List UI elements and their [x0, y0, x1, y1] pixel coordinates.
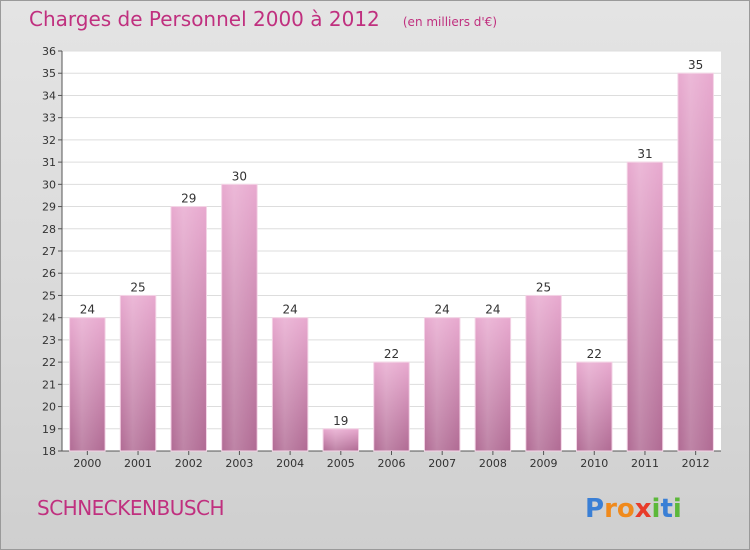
x-tick-label-2001: 2001: [124, 457, 152, 470]
bar-shine-2000: [69, 317, 106, 451]
x-tick-label-2010: 2010: [580, 457, 608, 470]
x-tick-label-2011: 2011: [631, 457, 659, 470]
logo-letter: i: [652, 494, 661, 524]
data-label-2011: 31: [637, 147, 652, 161]
y-tick-label-35: 35: [42, 67, 56, 80]
bar-shine-2001: [120, 295, 156, 451]
y-tick-label-20: 20: [42, 401, 56, 414]
logo-letter: P: [585, 494, 604, 524]
y-tick-label-36: 36: [42, 45, 56, 58]
y-tick-label-33: 33: [42, 112, 56, 125]
x-tick-label-2000: 2000: [73, 457, 101, 470]
data-label-2004: 24: [282, 303, 297, 317]
chart-unit: (en milliers d'€): [402, 15, 497, 29]
y-tick-label-24: 24: [42, 312, 56, 325]
x-tick-label-2009: 2009: [530, 457, 558, 470]
data-label-2008: 24: [485, 303, 500, 317]
y-tick-label-27: 27: [42, 245, 56, 258]
title-block: Charges de Personnel 2000 à 2012 (en mil…: [29, 7, 497, 31]
y-tick-label-31: 31: [42, 156, 56, 169]
x-tick-label-2005: 2005: [327, 457, 355, 470]
proxiti-logo: Proxiti: [585, 494, 682, 524]
bar-shine-2007: [424, 317, 460, 451]
logo-letter: i: [673, 494, 682, 524]
bar-shine-2010: [576, 362, 613, 451]
data-label-2005: 19: [333, 414, 348, 428]
x-tick-label-2008: 2008: [479, 457, 507, 470]
y-tick-label-19: 19: [42, 423, 56, 436]
y-tick-label-29: 29: [42, 201, 56, 214]
data-label-2009: 25: [536, 280, 551, 294]
x-tick-label-2004: 2004: [276, 457, 304, 470]
y-tick-label-32: 32: [42, 134, 56, 147]
bar-shine-2005: [323, 428, 359, 451]
data-label-2012: 35: [688, 58, 703, 72]
y-tick-label-28: 28: [42, 223, 56, 236]
bar-shine-2003: [221, 184, 258, 452]
y-tick-label-34: 34: [42, 89, 56, 102]
bar-shine-2009: [525, 295, 562, 451]
logo-letter: o: [617, 494, 635, 524]
y-tick-label-26: 26: [42, 267, 56, 280]
data-label-2006: 22: [384, 347, 399, 361]
bar-shine-2012: [677, 73, 714, 451]
logo-text: Proxiti: [585, 494, 682, 524]
commune-name: SCHNECKENBUSCH: [37, 496, 225, 520]
y-tick-label-30: 30: [42, 178, 56, 191]
chart-title: Charges de Personnel 2000 à 2012: [29, 7, 380, 31]
y-tick-label-21: 21: [42, 378, 56, 391]
data-label-2010: 22: [587, 347, 602, 361]
x-tick-label-2002: 2002: [175, 457, 203, 470]
bar-shine-2011: [627, 162, 663, 451]
y-tick-label-25: 25: [42, 289, 56, 302]
data-label-2003: 30: [232, 169, 247, 183]
logo-letter: t: [660, 494, 672, 524]
x-tick-label-2003: 2003: [225, 457, 253, 470]
bar-shine-2008: [475, 317, 511, 451]
x-tick-label-2007: 2007: [428, 457, 456, 470]
data-label-2007: 24: [435, 303, 450, 317]
data-label-2002: 29: [181, 192, 196, 206]
data-label-2000: 24: [80, 303, 95, 317]
y-tick-label-22: 22: [42, 356, 56, 369]
x-tick-label-2006: 2006: [378, 457, 406, 470]
bar-shine-2004: [272, 317, 308, 451]
bar-shine-2002: [170, 206, 207, 451]
y-tick-label-18: 18: [42, 445, 56, 458]
bar-shine-2006: [373, 362, 410, 451]
y-tick-label-23: 23: [42, 334, 56, 347]
logo-letter: x: [635, 494, 652, 524]
logo-letter: r: [604, 494, 617, 524]
data-label-2001: 25: [130, 280, 145, 294]
x-tick-label-2012: 2012: [682, 457, 710, 470]
